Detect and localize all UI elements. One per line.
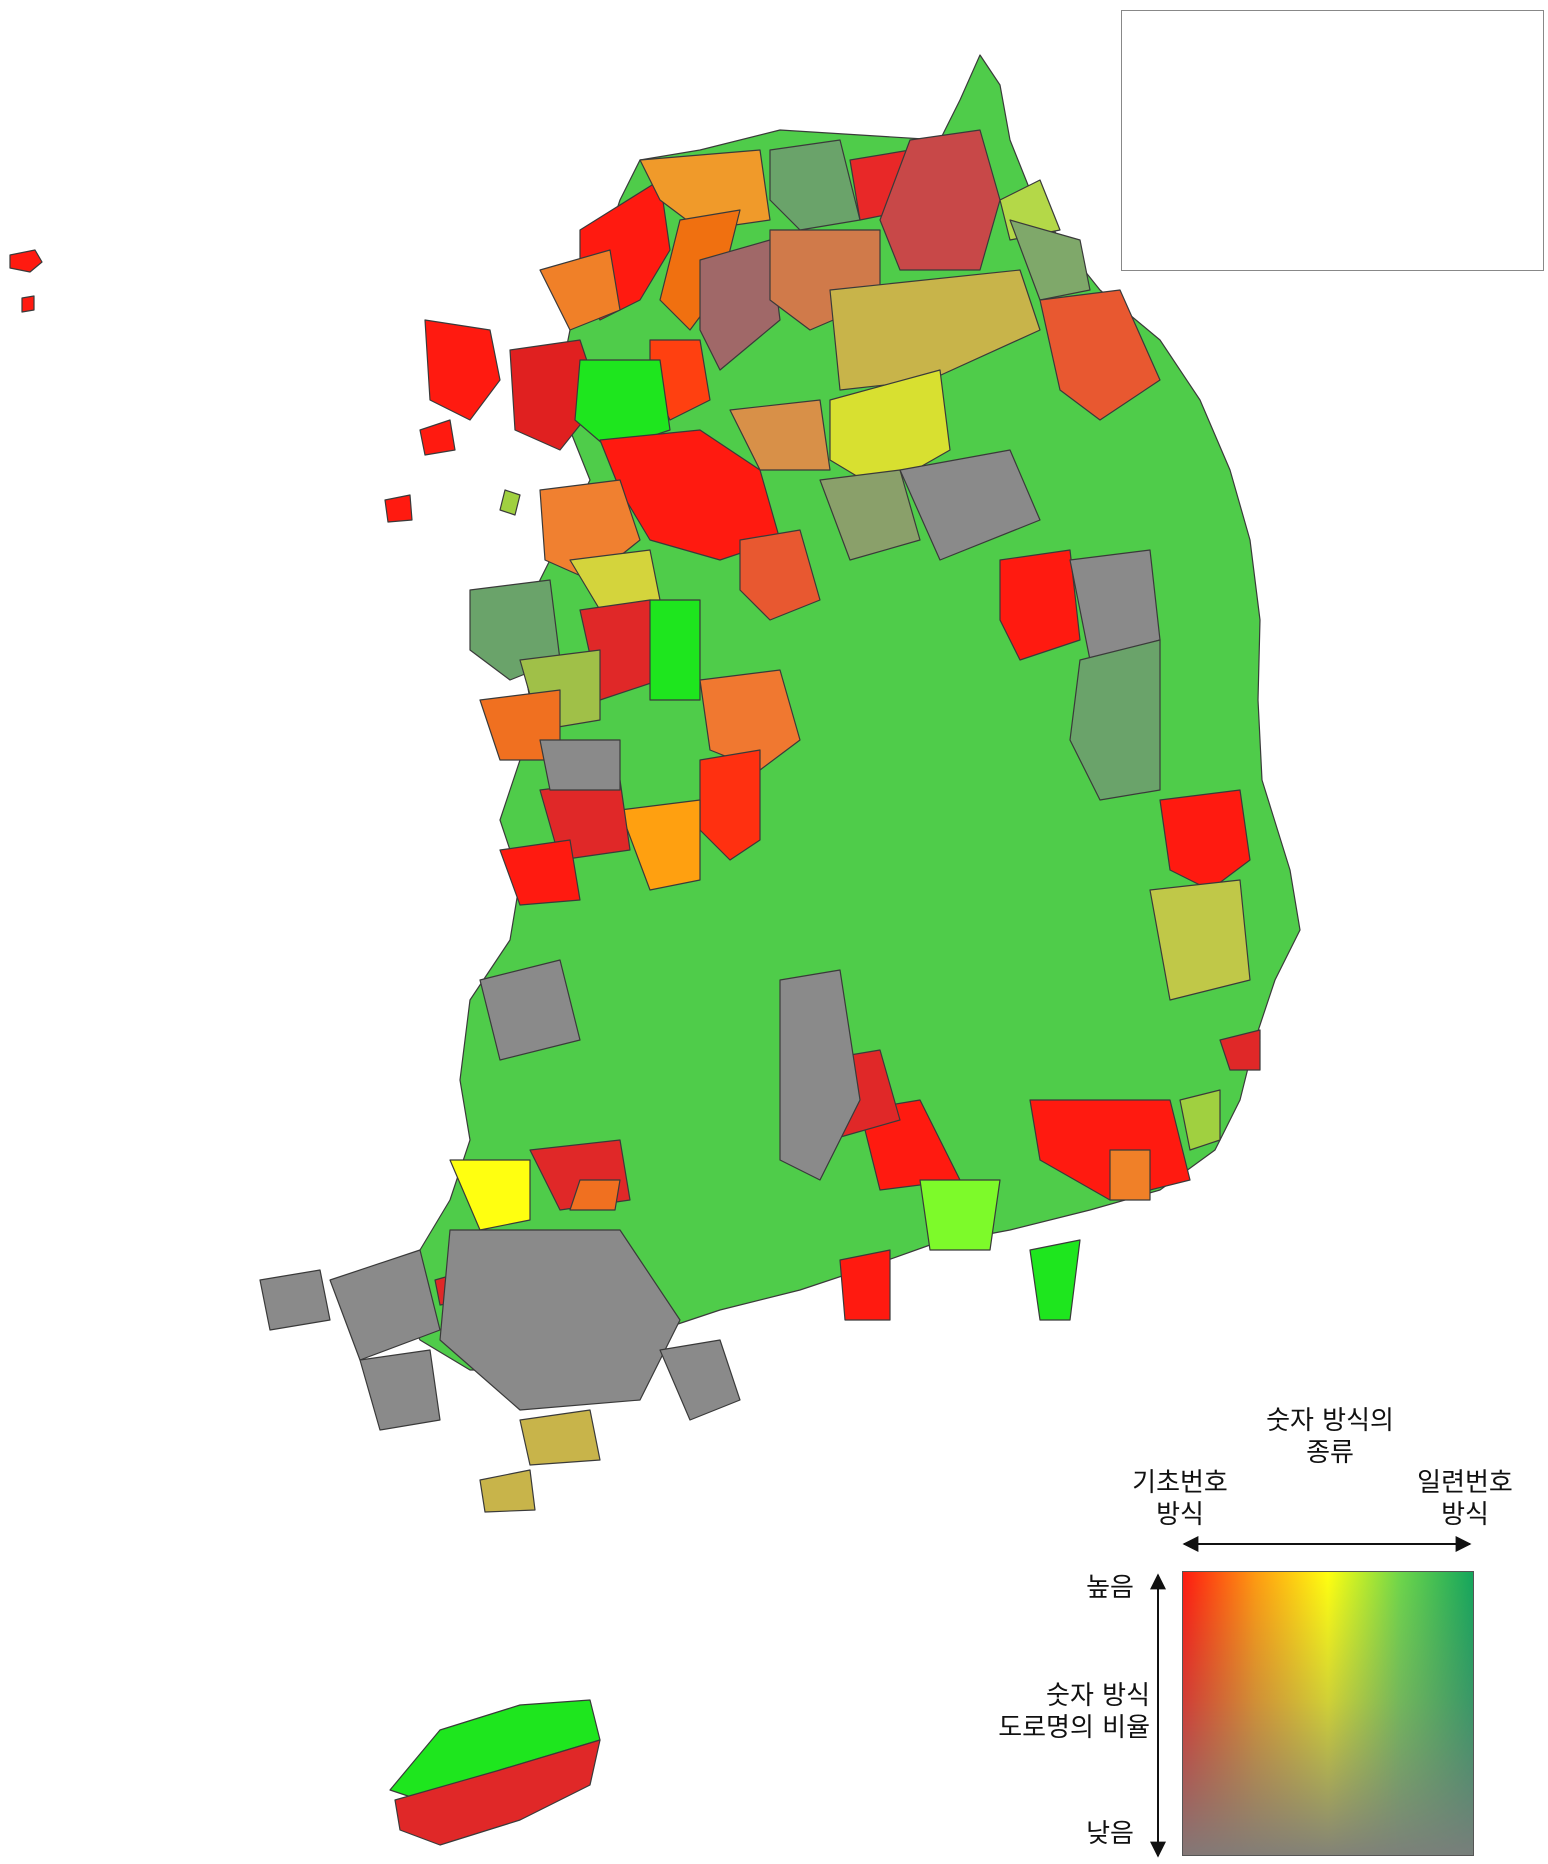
legend-left-label-line2: 방식 — [1156, 1500, 1204, 1530]
legend-top-title-line2: 종류 — [1306, 1438, 1354, 1468]
region-gochang — [449, 1159, 531, 1231]
region-goyang — [539, 249, 621, 331]
region-tongyeong — [919, 1179, 1001, 1251]
region-geoje — [1029, 1239, 1081, 1321]
region-gyeongnam-gray — [779, 969, 861, 1181]
region-gapyeong — [699, 239, 781, 371]
legend-top-title: 숫자 방식의 종류 — [1220, 1405, 1440, 1469]
region-icheon — [739, 529, 821, 621]
legend-vertical-title-line1: 숫자 방식 — [1046, 1681, 1150, 1711]
region-hampyeong — [569, 1179, 621, 1211]
legend-left-label-line1: 기초번호 — [1132, 1468, 1228, 1498]
region-gunsan — [479, 959, 581, 1061]
region-ganghwa — [424, 319, 501, 421]
legend-vertical-title-line2: 도로명의 비율 — [998, 1713, 1150, 1743]
island-west-2 — [384, 494, 413, 523]
region-hongcheon — [829, 269, 1041, 391]
region-wonju — [819, 469, 921, 561]
legend-left-label: 기초번호 방식 — [1110, 1467, 1250, 1531]
legend-right-label-line1: 일련번호 — [1417, 1468, 1513, 1498]
region-jeongseon — [899, 449, 1041, 561]
region-ulsan — [1219, 1029, 1261, 1071]
legend-gradient-fade — [1183, 1572, 1473, 1855]
island-south-khaki-1 — [519, 1409, 601, 1466]
ulleungdo-inset-box — [1121, 10, 1544, 271]
legend-right-label-line2: 방식 — [1441, 1500, 1489, 1530]
region-jeonnam-gray — [439, 1229, 681, 1411]
legend-vertical-title: 숫자 방식 도로명의 비율 — [980, 1680, 1150, 1744]
island-daecheong — [21, 295, 35, 313]
region-pohang — [1159, 789, 1251, 891]
island-south-gray-2 — [359, 1349, 441, 1431]
island-south-khaki-2 — [479, 1469, 536, 1513]
island-jeju-south — [394, 1739, 601, 1846]
region-cheonan — [649, 599, 701, 701]
region-taebaek — [999, 549, 1081, 661]
region-yangsan — [1179, 1089, 1221, 1151]
region-nonsan — [539, 739, 621, 791]
region-yangpyeong — [729, 399, 831, 471]
legend-high-label: 높음 — [1086, 1573, 1134, 1603]
region-gyeongju — [1149, 879, 1251, 1001]
region-gangneung — [1039, 289, 1161, 421]
region-yanggu-inje — [879, 129, 1001, 271]
island-south-gray-3 — [259, 1269, 331, 1331]
region-seocheon — [499, 839, 581, 906]
region-gyeongbuk-muted — [1069, 639, 1161, 801]
legend-top-title-line1: 숫자 방식의 — [1266, 1406, 1394, 1436]
region-goheung — [659, 1339, 741, 1421]
region-cheorwon — [769, 139, 861, 231]
island-baengnyeong — [9, 249, 43, 273]
island-west-1 — [419, 419, 456, 456]
region-sokcho — [1009, 219, 1091, 301]
region-gongju — [619, 799, 701, 891]
island-west-3 — [499, 489, 521, 516]
region-sejong — [699, 669, 801, 771]
legend-low-label: 낮음 — [1086, 1819, 1134, 1849]
region-gimhae — [1109, 1149, 1151, 1201]
island-south-gray-1 — [329, 1249, 441, 1361]
legend-right-label: 일련번호 방식 — [1395, 1467, 1535, 1531]
legend-color-gradient — [1182, 1571, 1474, 1856]
region-namhae — [839, 1249, 891, 1321]
